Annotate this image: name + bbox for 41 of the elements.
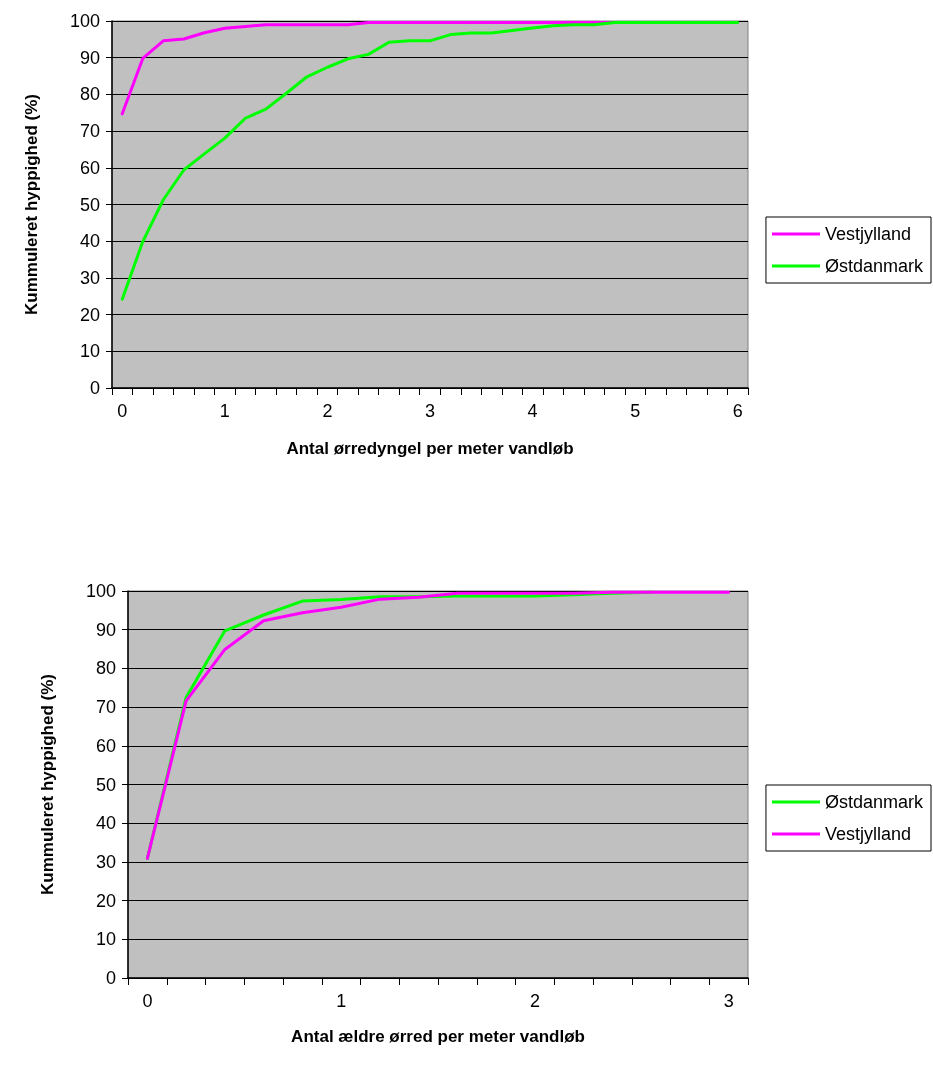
x-tick-label: 6 — [732, 401, 743, 421]
y-tick-label: 0 — [105, 968, 116, 988]
y-tick-label: 40 — [79, 231, 100, 252]
legend-label: Østdanmark — [824, 256, 924, 276]
x-tick-label: 2 — [529, 991, 540, 1011]
y-tick-label: 20 — [95, 890, 116, 911]
y-tick-label: 20 — [79, 304, 100, 325]
x-axis-title: Antal ældre ørred per meter vandløb — [291, 1027, 585, 1046]
x-tick-label: 3 — [424, 401, 436, 421]
y-tick-label: 50 — [79, 194, 100, 215]
y-tick-label: 90 — [95, 619, 116, 640]
x-tick-label: 5 — [630, 401, 641, 421]
y-axis-title: Kummuleret hyppighed (%) — [38, 673, 57, 896]
y-tick-label: 80 — [79, 84, 100, 105]
y-tick-label: 10 — [95, 929, 116, 950]
x-tick-label: 3 — [723, 991, 734, 1011]
x-tick-label: 2 — [322, 401, 333, 421]
x-tick-label: 1 — [219, 401, 230, 421]
y-axis-title: Kummuleret hyppighed (%) — [22, 93, 41, 316]
legend-label: Vestjylland — [824, 224, 912, 244]
y-tick-label: 0 — [89, 378, 100, 398]
y-tick-label: 70 — [95, 697, 116, 718]
y-tick-label: 60 — [95, 735, 116, 756]
y-tick-label: 30 — [95, 851, 116, 872]
line-series — [120, 20, 740, 301]
x-tick-label: 1 — [336, 991, 347, 1011]
y-tick-label: 100 — [85, 581, 116, 601]
y-tick-label: 80 — [95, 658, 116, 679]
y-tick-label: 10 — [79, 341, 100, 362]
legend-label: Vestjylland — [824, 824, 912, 844]
y-tick-label: 70 — [79, 121, 100, 142]
legend-label: Østdanmark — [824, 792, 924, 812]
y-tick-label: 60 — [79, 157, 100, 178]
x-axis-title: Antal ørredyngel per meter vandløb — [286, 439, 574, 458]
y-tick-label: 90 — [79, 47, 100, 68]
y-tick-label: 40 — [95, 813, 116, 834]
x-tick-label: 0 — [142, 991, 153, 1011]
y-tick-label: 30 — [79, 267, 100, 288]
x-tick-label: 4 — [527, 401, 538, 421]
y-tick-label: 50 — [95, 774, 116, 795]
y-tick-label: 100 — [69, 11, 100, 31]
